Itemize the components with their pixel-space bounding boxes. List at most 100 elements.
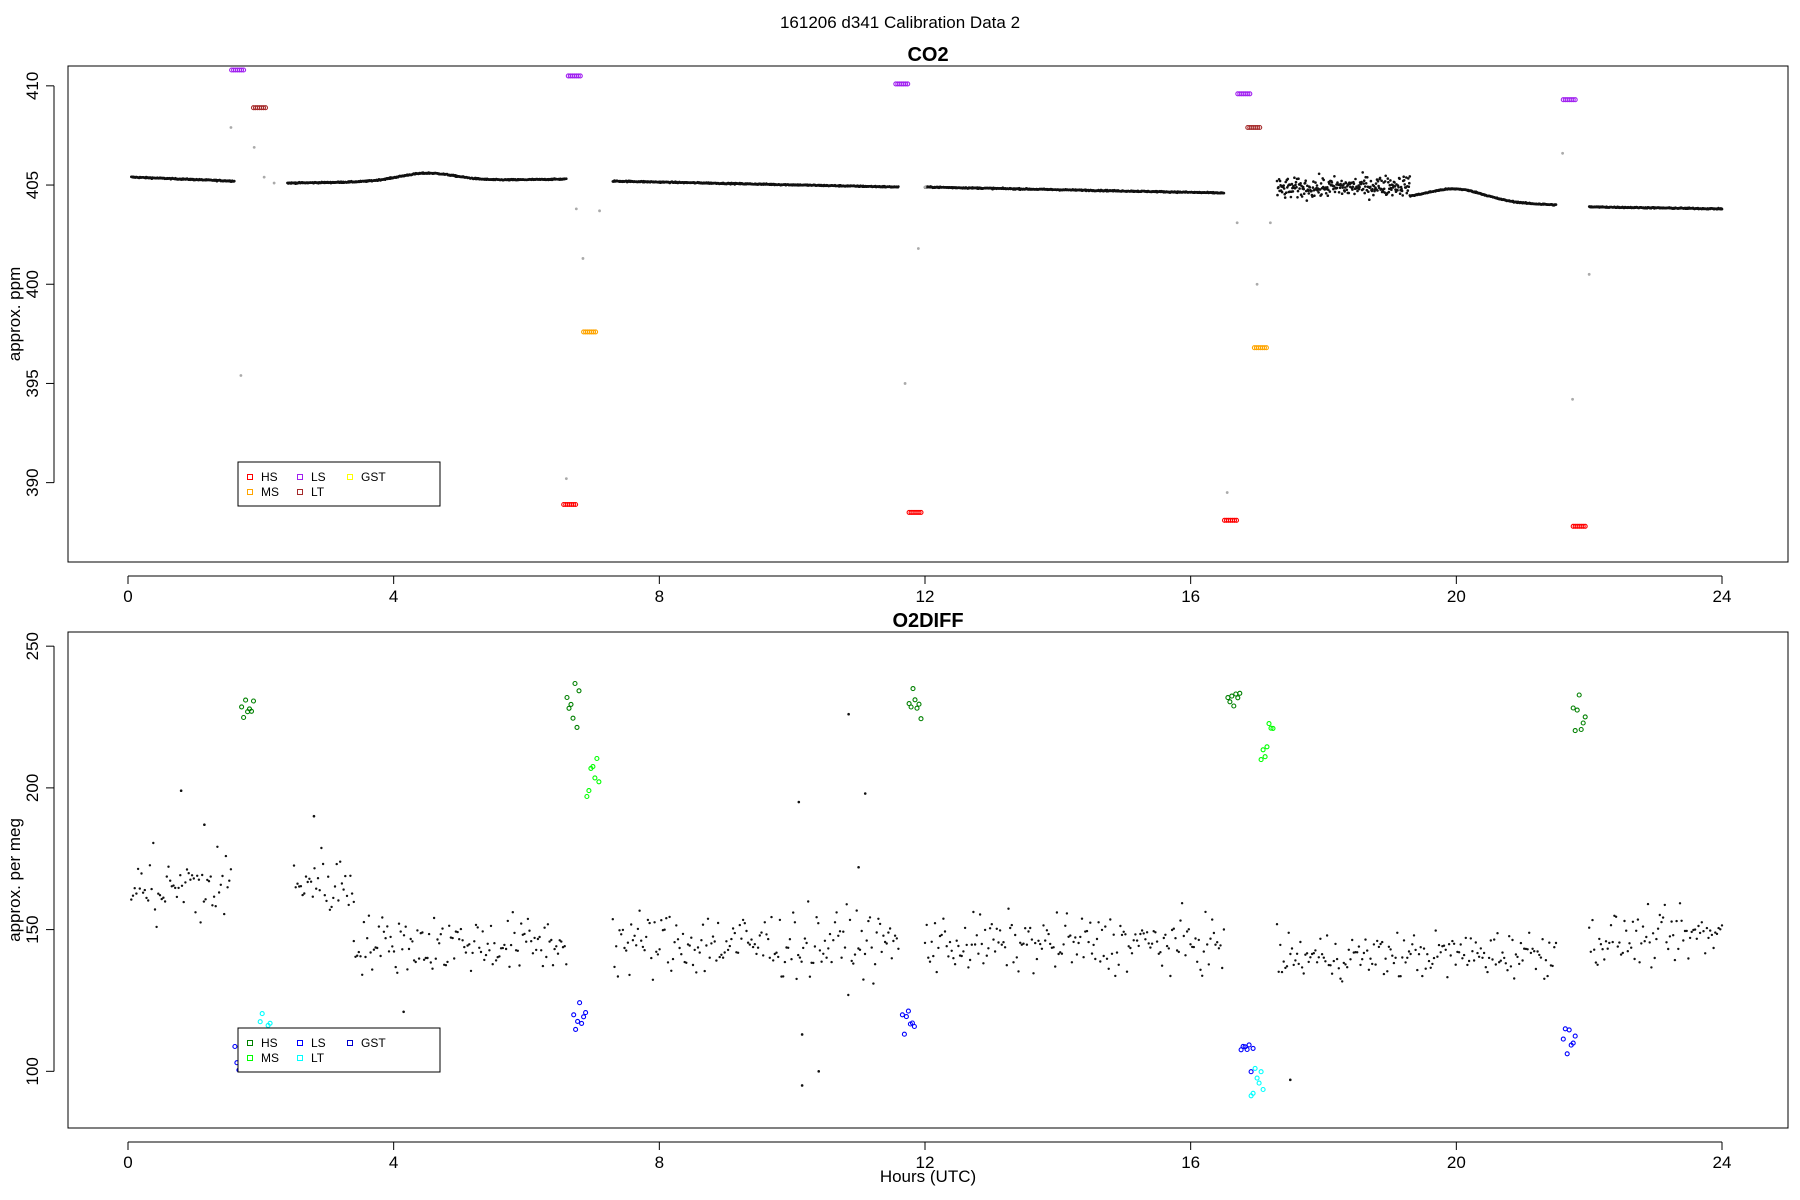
data-point (1437, 943, 1441, 947)
data-point (1362, 951, 1366, 955)
cal-point-ms (596, 779, 602, 785)
data-point (361, 973, 364, 976)
data-point (1344, 963, 1347, 966)
data-point (491, 963, 494, 966)
data-point (387, 950, 391, 953)
data-point (1306, 184, 1309, 188)
data-point (1067, 935, 1070, 938)
y-tick-label: 395 (23, 369, 42, 397)
data-point (768, 956, 771, 959)
cal-point-ls (571, 1012, 577, 1018)
data-point (1007, 907, 1010, 910)
data-point (760, 931, 763, 934)
data-point (157, 892, 160, 895)
data-point (720, 953, 723, 956)
data-point (1332, 959, 1336, 963)
data-point (1352, 182, 1356, 185)
data-point (1120, 933, 1124, 937)
legend-label-gst: GST (361, 1036, 386, 1050)
data-point (1506, 969, 1509, 972)
cal-point-hs (574, 724, 580, 730)
data-point (728, 944, 731, 948)
data-point (1358, 185, 1361, 189)
data-point (1498, 961, 1501, 964)
data-point (228, 879, 231, 882)
data-point (1494, 963, 1498, 966)
data-point (1383, 180, 1387, 183)
data-point (1499, 959, 1503, 962)
data-point (743, 922, 746, 925)
data-point (1377, 186, 1381, 190)
data-point (453, 957, 456, 960)
data-point (1344, 182, 1348, 185)
data-point (648, 921, 651, 925)
data-point (673, 941, 676, 944)
data-point (1326, 186, 1329, 189)
data-point (206, 878, 209, 882)
cal-point-ls (903, 1014, 909, 1020)
outlier-point (817, 1070, 821, 1073)
data-point (1184, 954, 1187, 957)
data-point (1357, 945, 1361, 948)
data-point (1325, 934, 1329, 937)
data-point (306, 880, 309, 884)
data-point (350, 892, 354, 895)
data-point (397, 922, 401, 925)
data-point (1291, 190, 1295, 193)
cal-point-hs (241, 714, 247, 721)
transition-point (1235, 221, 1239, 225)
data-point (565, 177, 568, 180)
x-tick-label: 24 (1713, 1153, 1732, 1172)
data-point (721, 956, 725, 959)
data-point (1457, 951, 1461, 954)
data-point (531, 952, 535, 955)
data-point (150, 887, 153, 891)
data-point (1374, 182, 1378, 185)
data-point (421, 931, 424, 934)
co2-panel: CO2 approx. ppm 0 4 8 12 16 20 24 390 395 400 405 4… (5, 44, 1789, 606)
data-point (883, 940, 887, 944)
data-point (1085, 929, 1089, 933)
data-point (1431, 962, 1434, 966)
data-point (316, 877, 320, 880)
data-point (209, 875, 212, 878)
data-point (1165, 944, 1169, 948)
data-point (1389, 179, 1392, 182)
data-point (1551, 964, 1554, 968)
data-point (1401, 194, 1404, 197)
data-point (536, 937, 540, 941)
data-point (1307, 189, 1310, 192)
data-point (696, 946, 700, 949)
data-point (1376, 180, 1380, 183)
data-point (152, 841, 155, 845)
cal-point-lt (1256, 1080, 1262, 1086)
data-point (1310, 189, 1313, 193)
data-point (736, 951, 740, 954)
data-point (993, 950, 997, 953)
outlier-point (1288, 1078, 1292, 1082)
data-point (1037, 939, 1040, 942)
data-point (1379, 942, 1382, 946)
data-point (1387, 181, 1390, 184)
data-point (520, 922, 523, 925)
data-point (1152, 930, 1155, 933)
data-point (746, 941, 750, 944)
data-point (158, 894, 162, 897)
data-point (676, 938, 680, 941)
data-point (523, 932, 526, 936)
data-point (1109, 918, 1112, 921)
data-point (1363, 185, 1367, 188)
data-point (1292, 963, 1295, 967)
data-point (1132, 939, 1135, 942)
cal-point-ls (1240, 1043, 1246, 1049)
data-point (386, 925, 389, 928)
data-point (179, 874, 182, 877)
data-point (1326, 194, 1330, 197)
data-point (1017, 970, 1020, 973)
data-point (371, 968, 374, 971)
data-point (474, 923, 478, 927)
data-point (1393, 185, 1397, 188)
data-point (434, 957, 437, 960)
data-point (1402, 175, 1405, 178)
data-point (1318, 188, 1322, 191)
